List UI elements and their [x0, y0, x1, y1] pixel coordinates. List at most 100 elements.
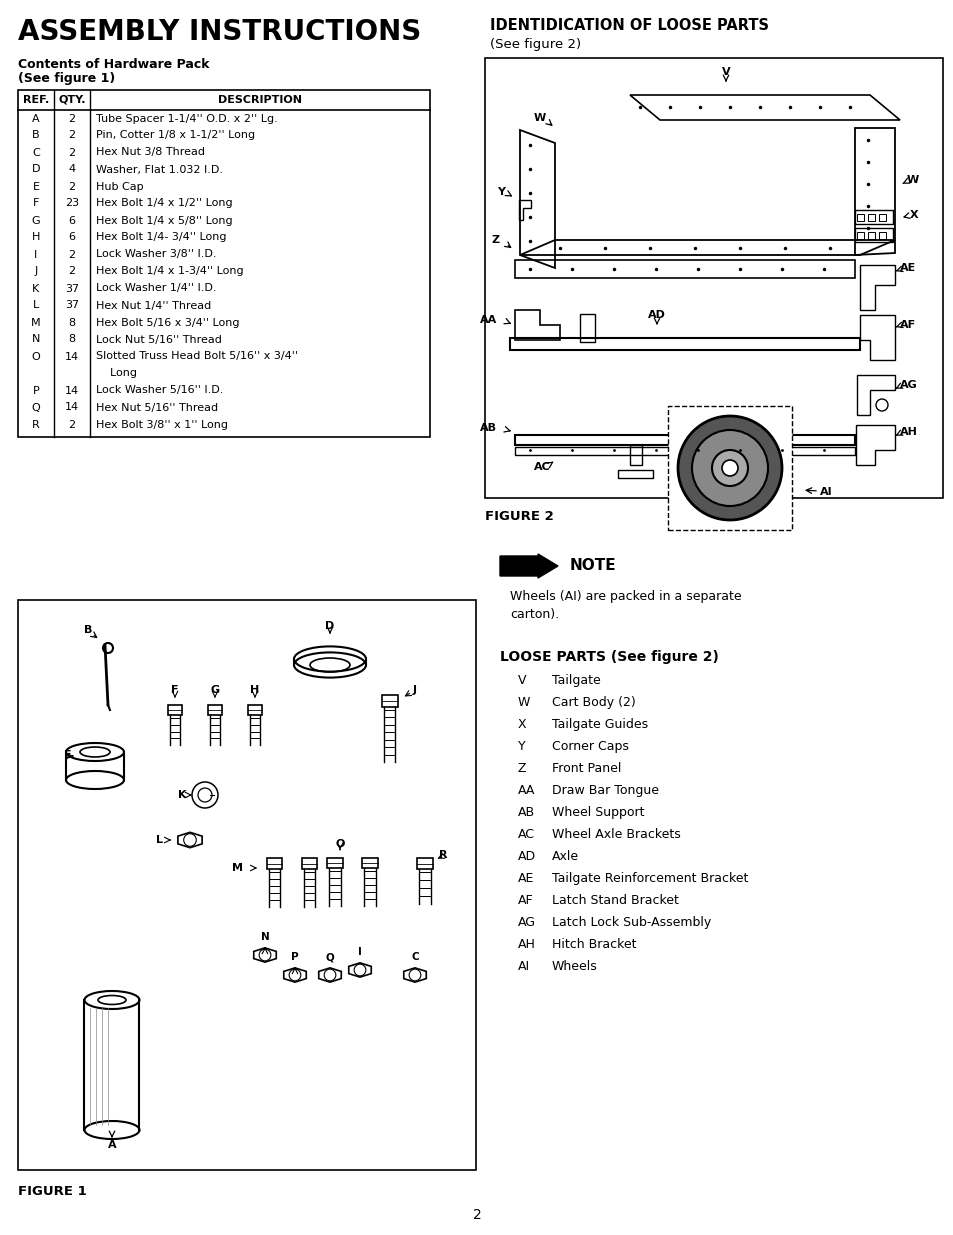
Text: Q: Q [31, 403, 40, 412]
Text: AB: AB [517, 806, 535, 819]
Text: Z: Z [517, 762, 526, 776]
Text: 2: 2 [69, 131, 75, 141]
Text: W: W [906, 175, 919, 185]
Text: Wheels: Wheels [552, 960, 598, 973]
Text: 2: 2 [69, 114, 75, 124]
Bar [208, 705, 222, 715]
Text: Hex Nut 1/4'' Thread: Hex Nut 1/4'' Thread [96, 300, 211, 310]
Bar [381, 695, 397, 706]
Bar [267, 858, 282, 869]
Text: Z: Z [492, 235, 499, 245]
Text: LOOSE PARTS (See figure 2): LOOSE PARTS (See figure 2) [499, 650, 719, 664]
Text: Wheel Support: Wheel Support [552, 806, 644, 819]
Text: Y: Y [497, 186, 504, 198]
Text: Tailgate: Tailgate [552, 674, 600, 687]
Text: Front Panel: Front Panel [552, 762, 620, 776]
Text: H: H [250, 685, 259, 695]
Text: Hex Nut 3/8 Thread: Hex Nut 3/8 Thread [96, 147, 205, 158]
Text: 6: 6 [69, 232, 75, 242]
Text: N: N [31, 335, 40, 345]
Text: FIGURE 2: FIGURE 2 [484, 510, 553, 522]
Bar [18, 600, 476, 1170]
Text: Wheel Axle Brackets: Wheel Axle Brackets [552, 827, 680, 841]
Bar [515, 435, 854, 445]
Text: L: L [156, 835, 163, 845]
Text: D: D [325, 621, 335, 631]
Text: L: L [32, 300, 39, 310]
Text: 2: 2 [69, 267, 75, 277]
Text: W: W [517, 697, 530, 709]
Text: X: X [517, 718, 526, 731]
Text: Latch Stand Bracket: Latch Stand Bracket [552, 894, 679, 906]
Text: Lock Washer 1/4'' I.D.: Lock Washer 1/4'' I.D. [96, 284, 216, 294]
Text: V: V [720, 67, 730, 77]
Text: AG: AG [517, 916, 536, 929]
Text: Long: Long [96, 368, 137, 378]
Bar [416, 858, 433, 869]
Text: F: F [32, 199, 39, 209]
Bar [168, 705, 182, 715]
Text: K: K [32, 284, 40, 294]
Text: NOTE: NOTE [569, 558, 616, 573]
Text: AB: AB [479, 424, 497, 433]
Text: AA: AA [479, 315, 497, 325]
Text: AI: AI [517, 960, 530, 973]
Text: Lock Washer 5/16'' I.D.: Lock Washer 5/16'' I.D. [96, 385, 223, 395]
Text: A: A [108, 1140, 116, 1150]
Text: 37: 37 [65, 300, 79, 310]
Text: DESCRIPTION: DESCRIPTION [218, 95, 302, 105]
Text: AC: AC [517, 827, 535, 841]
Text: H: H [31, 232, 40, 242]
Text: AE: AE [517, 872, 534, 885]
Text: Q: Q [325, 952, 334, 962]
Text: Hex Nut 5/16'' Thread: Hex Nut 5/16'' Thread [96, 403, 218, 412]
Text: O: O [31, 352, 40, 362]
Text: AH: AH [517, 939, 536, 951]
Bar [878, 214, 885, 221]
Text: 2: 2 [69, 147, 75, 158]
Bar [667, 406, 791, 530]
Text: J: J [413, 685, 416, 695]
Text: Lock Nut 5/16'' Thread: Lock Nut 5/16'' Thread [96, 335, 222, 345]
Text: AG: AG [899, 380, 917, 390]
Text: AA: AA [517, 784, 535, 797]
Text: Hex Bolt 3/8'' x 1'' Long: Hex Bolt 3/8'' x 1'' Long [96, 420, 228, 430]
Text: QTY.: QTY. [58, 95, 86, 105]
Bar [579, 314, 595, 342]
Text: A: A [32, 114, 40, 124]
Text: Draw Bar Tongue: Draw Bar Tongue [552, 784, 659, 797]
Text: AD: AD [647, 310, 665, 320]
Bar [515, 447, 854, 454]
Text: V: V [517, 674, 526, 687]
Text: 37: 37 [65, 284, 79, 294]
Text: Hex Bolt 1/4 x 5/8'' Long: Hex Bolt 1/4 x 5/8'' Long [96, 215, 233, 226]
Text: 2: 2 [472, 1208, 481, 1221]
Text: 2: 2 [69, 182, 75, 191]
Bar [856, 232, 863, 240]
Text: I: I [34, 249, 37, 259]
Text: G: G [211, 685, 219, 695]
Text: N: N [260, 932, 269, 942]
FancyArrow shape [499, 555, 558, 578]
Bar [856, 214, 863, 221]
Text: Hex Bolt 1/4 x 1-3/4'' Long: Hex Bolt 1/4 x 1-3/4'' Long [96, 267, 243, 277]
Bar [854, 210, 892, 224]
Text: AH: AH [899, 427, 917, 437]
Text: AF: AF [899, 320, 915, 330]
Text: FIGURE 1: FIGURE 1 [18, 1186, 87, 1198]
Text: Wheels (AI) are packed in a separate
carton).: Wheels (AI) are packed in a separate car… [510, 590, 740, 621]
Text: 14: 14 [65, 385, 79, 395]
Bar [327, 858, 343, 868]
Bar [302, 858, 317, 869]
Bar [361, 858, 377, 868]
Circle shape [678, 416, 781, 520]
Text: E: E [32, 182, 39, 191]
Text: J: J [34, 267, 37, 277]
Bar [867, 214, 874, 221]
Text: Axle: Axle [552, 850, 578, 863]
Bar [510, 338, 859, 350]
Text: 23: 23 [65, 199, 79, 209]
Circle shape [721, 459, 738, 475]
Text: AI: AI [820, 487, 832, 496]
Text: K: K [177, 790, 186, 800]
